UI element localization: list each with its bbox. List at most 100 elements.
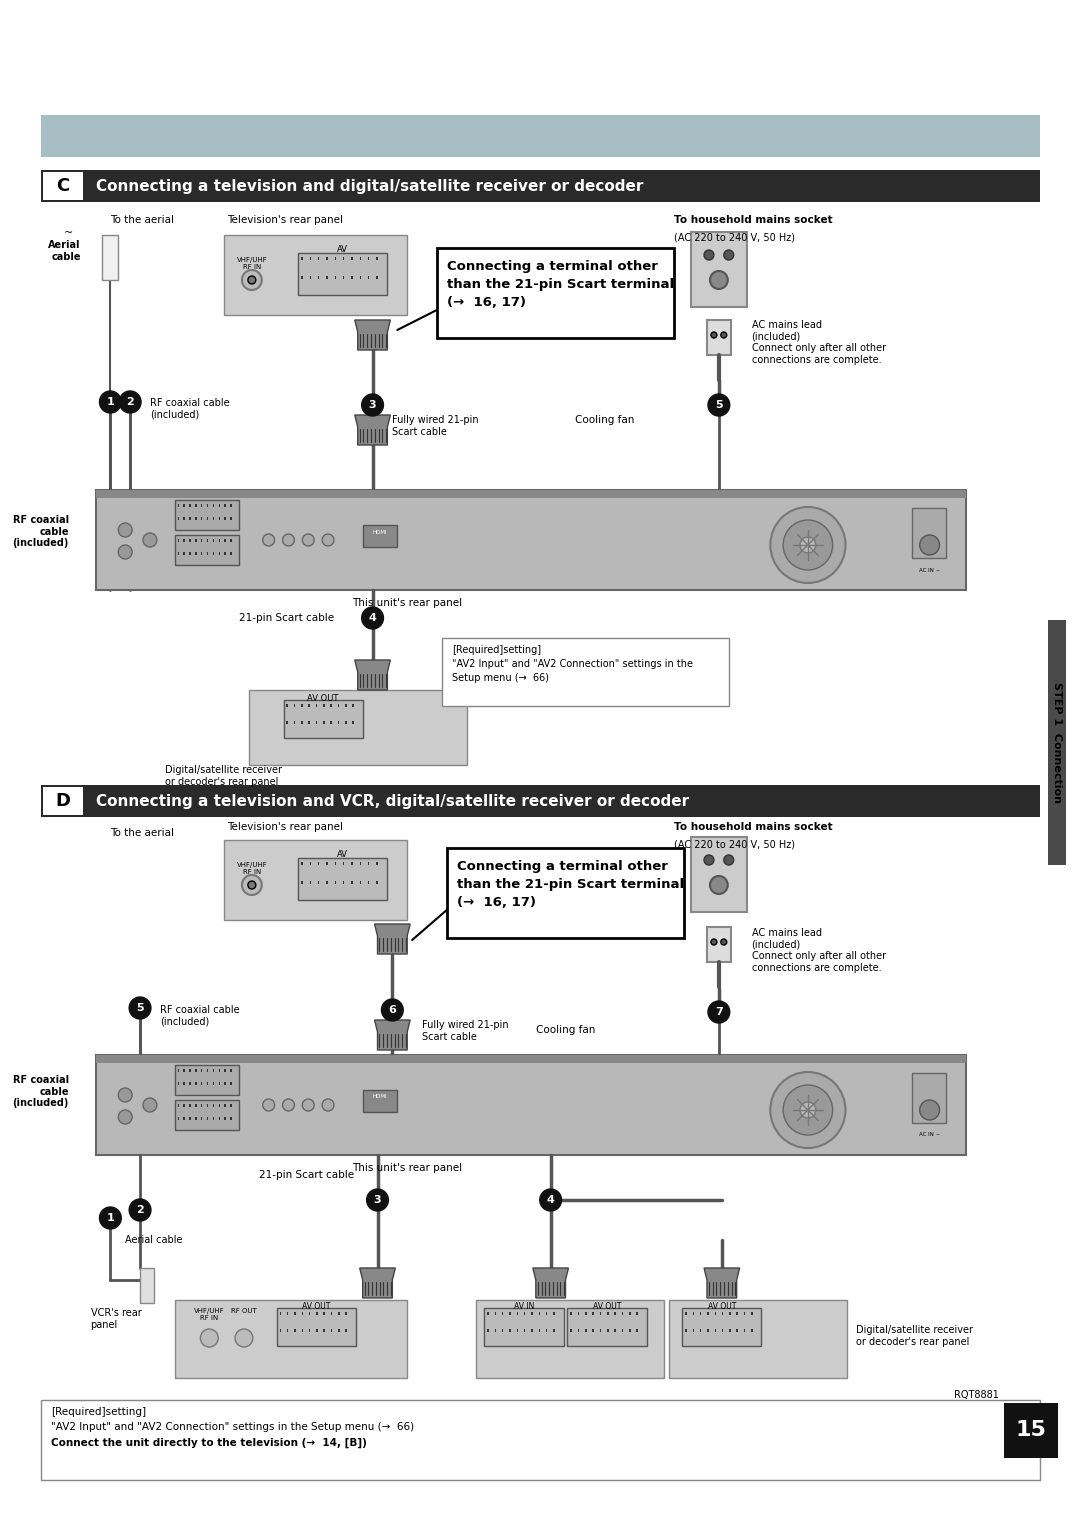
Bar — [184, 539, 185, 542]
Text: AV: AV — [337, 850, 349, 859]
Bar — [376, 882, 378, 885]
Bar — [715, 1313, 716, 1316]
Bar — [286, 704, 288, 707]
Text: VHF/UHF
RF IN: VHF/UHF RF IN — [237, 862, 267, 876]
Polygon shape — [354, 416, 390, 445]
Bar — [585, 1313, 586, 1316]
Text: Fully wired 21-pin
Scart cable: Fully wired 21-pin Scart cable — [392, 416, 478, 437]
Circle shape — [800, 536, 815, 553]
Bar — [495, 1329, 496, 1332]
Bar — [41, 170, 1040, 202]
Circle shape — [710, 270, 728, 289]
Bar — [230, 516, 232, 520]
Text: To household mains socket: To household mains socket — [674, 215, 833, 225]
Bar — [95, 1054, 967, 1155]
Text: "AV2 Input" and "AV2 Connection" settings in the: "AV2 Input" and "AV2 Connection" setting… — [451, 659, 692, 669]
Bar — [700, 1329, 701, 1332]
Text: "AV2 Input" and "AV2 Connection" settings in the Setup menu (→  66): "AV2 Input" and "AV2 Connection" setting… — [51, 1423, 414, 1432]
Text: than the 21-pin Scart terminal: than the 21-pin Scart terminal — [447, 278, 674, 290]
Bar — [345, 704, 347, 707]
Bar — [195, 1082, 197, 1085]
Bar — [287, 1313, 288, 1316]
Bar — [195, 504, 197, 507]
Circle shape — [119, 523, 132, 536]
Circle shape — [130, 996, 151, 1019]
Bar — [524, 1329, 526, 1332]
Bar — [729, 1329, 731, 1332]
Bar — [324, 1329, 325, 1332]
Bar — [570, 1329, 572, 1332]
Circle shape — [262, 1099, 274, 1111]
Bar — [301, 1313, 303, 1316]
Text: ~: ~ — [64, 228, 73, 238]
Circle shape — [119, 391, 141, 413]
Bar — [218, 1105, 220, 1106]
Bar — [502, 1329, 503, 1332]
Circle shape — [248, 277, 256, 284]
Bar — [578, 1329, 579, 1332]
Text: RF coaxial cable
(included): RF coaxial cable (included) — [150, 397, 230, 420]
Polygon shape — [375, 1021, 410, 1050]
Text: AV OUT: AV OUT — [707, 1302, 735, 1311]
Bar — [363, 1089, 397, 1112]
Circle shape — [770, 507, 846, 584]
Bar — [294, 1329, 296, 1332]
Bar — [213, 504, 214, 507]
Circle shape — [322, 533, 334, 545]
Bar — [207, 516, 208, 520]
Bar — [318, 277, 320, 280]
Bar — [218, 552, 220, 555]
Bar — [309, 704, 310, 707]
Bar — [1049, 620, 1066, 865]
Bar — [524, 1313, 526, 1316]
Bar — [195, 539, 197, 542]
Text: VHF/UHF
RF IN: VHF/UHF RF IN — [194, 1308, 225, 1322]
Bar — [213, 1105, 214, 1106]
Circle shape — [143, 1099, 157, 1112]
Bar — [691, 837, 746, 912]
Bar — [607, 1329, 608, 1332]
Bar — [487, 1313, 489, 1316]
Circle shape — [201, 1329, 218, 1348]
Circle shape — [366, 1189, 389, 1212]
Bar — [230, 1105, 232, 1106]
Circle shape — [724, 251, 733, 260]
Text: Aerial
cable: Aerial cable — [49, 240, 81, 261]
Bar — [301, 721, 302, 724]
Bar — [360, 257, 361, 260]
Bar — [230, 539, 232, 542]
Bar — [184, 1082, 185, 1085]
Bar — [218, 504, 220, 507]
Bar — [301, 704, 302, 707]
Polygon shape — [354, 660, 390, 691]
Bar — [615, 1329, 616, 1332]
Text: STEP 1  Connection: STEP 1 Connection — [1052, 681, 1063, 802]
Circle shape — [711, 940, 717, 944]
Circle shape — [720, 332, 727, 338]
Bar — [615, 1313, 616, 1316]
Bar — [545, 1313, 548, 1316]
Text: 5: 5 — [715, 400, 723, 410]
Bar — [184, 504, 185, 507]
Bar — [338, 1329, 339, 1332]
Bar — [316, 1329, 318, 1332]
Circle shape — [770, 1073, 846, 1148]
Bar — [41, 785, 1040, 817]
Bar — [177, 1070, 179, 1073]
Circle shape — [119, 545, 132, 559]
Bar — [43, 787, 83, 814]
Bar — [195, 1105, 197, 1106]
Bar — [201, 504, 202, 507]
Bar — [342, 257, 345, 260]
Bar — [318, 862, 320, 865]
Bar — [207, 504, 208, 507]
Bar — [184, 552, 185, 555]
Text: AC mains lead
(included)
Connect only after all other
connections are complete.: AC mains lead (included) Connect only af… — [752, 319, 886, 365]
Bar — [335, 277, 336, 280]
Circle shape — [710, 876, 728, 894]
Text: To the aerial: To the aerial — [110, 828, 174, 837]
Bar — [495, 1313, 496, 1316]
Bar — [323, 721, 325, 724]
Bar — [189, 1082, 191, 1085]
Bar — [553, 1313, 555, 1316]
